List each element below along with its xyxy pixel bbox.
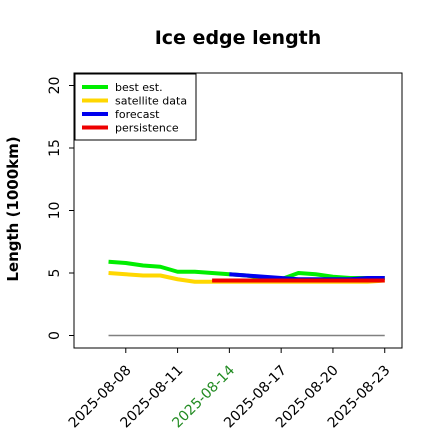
y-axis-label: Length (1000km)	[4, 136, 22, 281]
y-tick-label: 10	[47, 202, 63, 220]
plot-area	[108, 259, 385, 337]
legend-label: satellite data	[115, 95, 187, 108]
legend-label: best est.	[115, 81, 163, 94]
legend-label: forecast	[115, 108, 160, 121]
chart-title: Ice edge length	[155, 27, 322, 49]
y-tick-label: 15	[47, 139, 63, 157]
y-tick-label: 20	[47, 77, 63, 95]
y-tick-label: 5	[47, 269, 63, 278]
y-tick-label: 0	[47, 331, 63, 340]
legend: best est.satellite dataforecastpersisten…	[74, 73, 197, 141]
legend-label: persistence	[115, 122, 179, 135]
